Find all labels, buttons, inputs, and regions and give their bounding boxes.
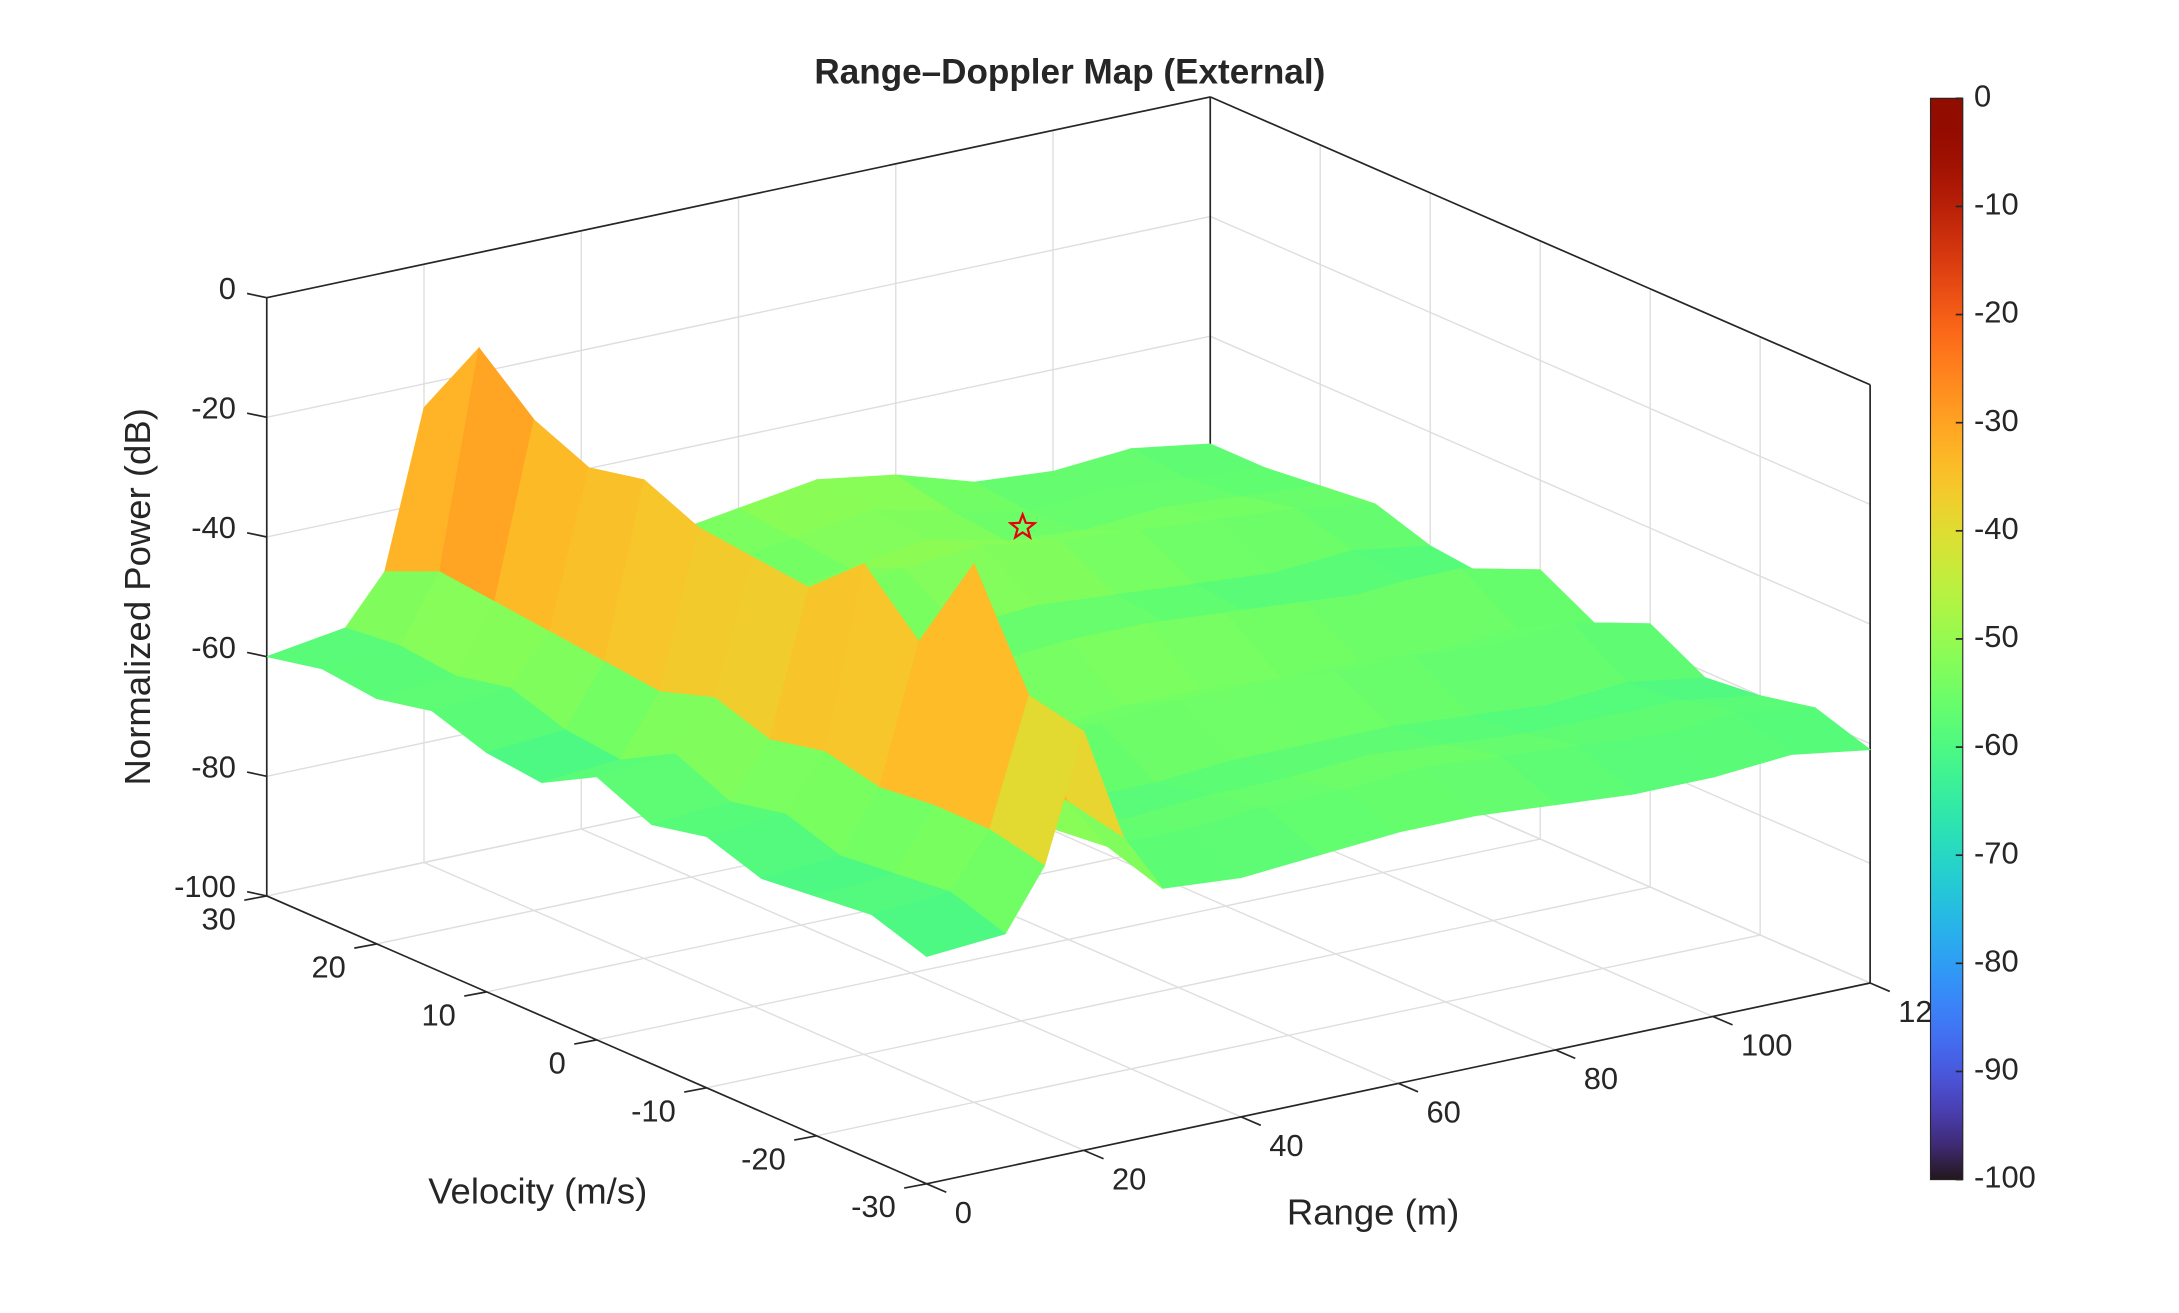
axis-line <box>266 96 1211 299</box>
z-tick-label: -100 <box>174 869 236 904</box>
y-tick-label: -20 <box>741 1141 786 1176</box>
tick-mark <box>684 1087 707 1093</box>
y-tick-label: -10 <box>631 1093 676 1128</box>
z-tick-label: -20 <box>191 390 236 425</box>
x-tick-label: 100 <box>1741 1028 1793 1063</box>
tick-mark <box>1398 1082 1419 1093</box>
tick-mark <box>246 531 267 538</box>
x-tick-label: 40 <box>1269 1128 1303 1163</box>
tick-mark <box>464 991 487 997</box>
colorbar-tick-label: -10 <box>1974 187 2019 222</box>
z-tick-label: -60 <box>191 630 236 665</box>
tick-mark <box>1555 1049 1576 1060</box>
x-tick-label: 20 <box>1112 1161 1146 1196</box>
surface-patch <box>870 891 1007 957</box>
grid-line <box>816 934 1761 1137</box>
tick-mark <box>1712 1015 1733 1026</box>
z-tick-label: 0 <box>219 271 236 306</box>
tick-mark <box>246 651 267 658</box>
colorbar-tick-label: 0 <box>1974 78 1991 113</box>
colorbar-tick-label: -80 <box>1974 943 2019 978</box>
y-tick-label: 30 <box>202 901 236 936</box>
tick-mark <box>1869 982 1891 993</box>
z-tick-label: -40 <box>191 510 236 545</box>
tick-mark <box>1083 1149 1104 1160</box>
colorbar-tick-label: -90 <box>1974 1052 2019 1087</box>
tick-mark <box>1240 1116 1262 1127</box>
x-tick-label: 0 <box>955 1195 972 1230</box>
peak-marker <box>1007 511 1038 540</box>
colorbar-tick-label: -30 <box>1974 403 2019 438</box>
grid-line <box>706 886 1651 1089</box>
tick-mark <box>926 1183 947 1194</box>
y-tick-label: -30 <box>851 1189 896 1224</box>
y-tick-label: 20 <box>312 949 346 984</box>
tick-mark <box>246 771 267 778</box>
tick-mark <box>246 412 267 419</box>
colorbar-tick-label: -50 <box>1974 619 2019 654</box>
colorbar-tick-label: -100 <box>1974 1160 2036 1195</box>
axis-line <box>1209 96 1871 386</box>
colorbar-tick-label: -40 <box>1974 511 2019 546</box>
x-tick-label: 80 <box>1584 1061 1618 1096</box>
tick-mark <box>904 1182 927 1189</box>
x-tick-label: 60 <box>1426 1094 1460 1129</box>
tick-mark <box>246 890 267 897</box>
y-tick-label: 0 <box>549 1045 566 1080</box>
y-tick-label: 10 <box>421 997 455 1032</box>
grid-line <box>596 838 1541 1041</box>
tick-mark <box>794 1134 817 1141</box>
z-tick-label: -80 <box>191 749 236 784</box>
colorbar-tick-label: -20 <box>1974 295 2019 330</box>
z-axis-title: Normalized Power (dB) <box>117 408 158 785</box>
tick-mark <box>354 943 377 949</box>
colorbar-tick-label: -60 <box>1974 727 2019 762</box>
tick-mark <box>246 292 267 299</box>
chart-title: Range–Doppler Map (External) <box>814 53 1325 92</box>
colorbar-tick-label: -70 <box>1974 835 2019 870</box>
tick-mark <box>574 1039 597 1045</box>
y-axis-title: Velocity (m/s) <box>428 1170 647 1211</box>
x-axis-title: Range (m) <box>1287 1191 1459 1232</box>
tick-mark <box>244 895 267 901</box>
